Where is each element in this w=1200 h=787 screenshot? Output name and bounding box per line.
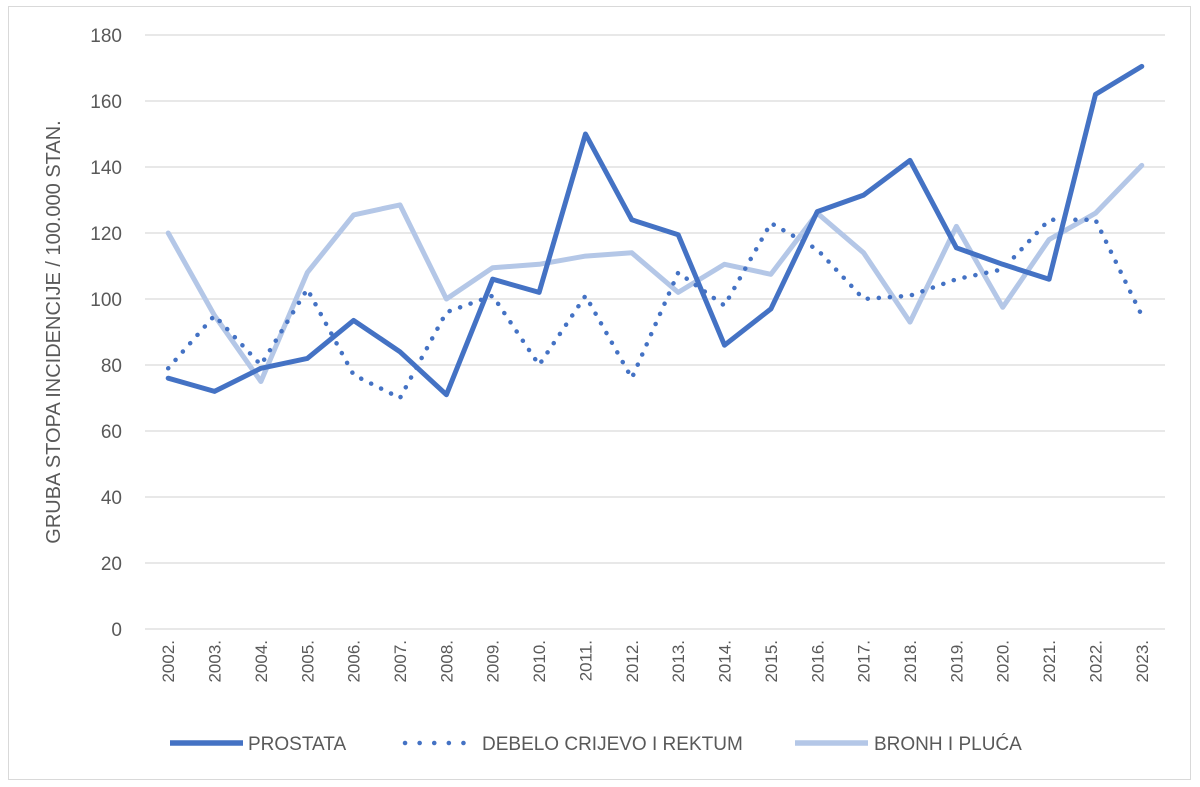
x-tick-label: 2023. (1133, 640, 1152, 683)
x-tick-label: 2009. (484, 640, 503, 683)
x-tick-label: 2004. (252, 640, 271, 683)
y-axis-title: GRUBA STOPA INCIDENCIJE / 100.000 STAN. (43, 120, 65, 543)
series-debelo-crijevo-i-rektum (165, 217, 1145, 401)
series-lines (165, 63, 1145, 401)
y-tick-label: 20 (101, 554, 122, 575)
x-tick-label: 2007. (391, 640, 410, 683)
x-tick-label: 2020. (994, 640, 1013, 683)
legend-label: BRONH I PLUĆA (874, 733, 1022, 755)
y-tick-label: 0 (111, 620, 122, 641)
x-tick-label: 2015. (762, 640, 781, 683)
x-tick-label: 2011. (576, 640, 595, 681)
x-tick-label: 2014. (716, 640, 735, 683)
x-axis-ticks: 2002. 2003. 2004. 2005. 2006. 2007. 2008. 2009.… (159, 640, 1152, 683)
y-tick-label: 100 (90, 290, 122, 311)
x-tick-label: 2017. (855, 640, 874, 683)
series-line (165, 162, 1145, 384)
x-tick-label: 2003. (206, 640, 225, 683)
y-tick-label: 40 (101, 488, 122, 509)
x-tick-label: 2018. (901, 640, 920, 683)
legend-item: BRONH I PLUĆA (795, 733, 1022, 755)
series-line (165, 63, 1145, 398)
x-tick-label: 2006. (345, 640, 364, 683)
x-tick-label: 2016. (808, 640, 827, 683)
x-tick-label: 2005. (298, 640, 317, 683)
y-axis-ticks: 0 20 40 60 80 100 120 140 160 180 (90, 26, 122, 641)
y-tick-label: 180 (90, 26, 122, 47)
x-tick-label: 2010. (530, 640, 549, 683)
x-tick-label: 2021. (1040, 640, 1059, 683)
legend-label: PROSTATA (248, 734, 347, 755)
series-line (165, 217, 1145, 401)
x-tick-label: 2019. (947, 640, 966, 683)
x-tick-label: 2013. (669, 640, 688, 683)
gridlines (145, 34, 1165, 630)
legend-item: DEBELO CRIJEVO I REKTUM (402, 734, 743, 755)
x-tick-label: 2012. (623, 640, 642, 683)
legend-item: PROSTATA (170, 734, 347, 755)
y-tick-label: 160 (90, 92, 122, 113)
series-bronh-i-plu-a (165, 162, 1145, 384)
x-tick-label: 2008. (437, 640, 456, 683)
y-tick-label: 80 (101, 356, 122, 377)
y-tick-label: 120 (90, 224, 122, 245)
legend-label: DEBELO CRIJEVO I REKTUM (482, 734, 743, 755)
x-tick-label: 2022. (1086, 640, 1105, 683)
y-tick-label: 60 (101, 422, 122, 443)
y-tick-label: 140 (90, 158, 122, 179)
x-tick-label: 2002. (159, 640, 178, 683)
series-prostata (165, 63, 1145, 398)
chart-frame (8, 6, 1191, 780)
legend: PROSTATA DEBELO CRIJEVO I REKTUM BRONH I P… (170, 733, 1022, 755)
